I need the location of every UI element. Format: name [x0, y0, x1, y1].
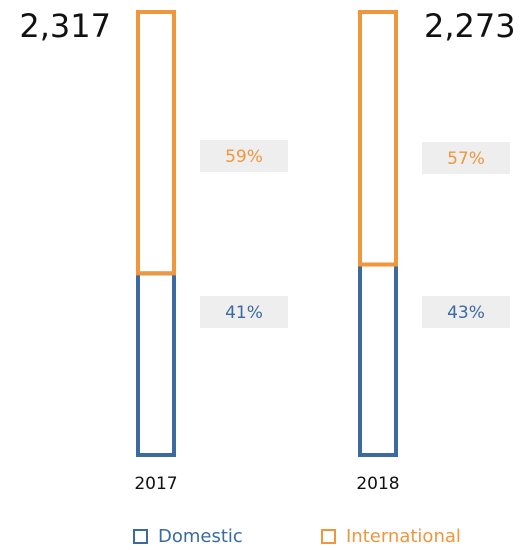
value-label: 41% [225, 303, 263, 323]
legend-swatch [321, 529, 336, 544]
label-box [422, 296, 510, 328]
label-box [200, 140, 288, 172]
bar-segment [358, 10, 398, 267]
x-tick-label: 2017 [134, 474, 177, 494]
value-label: 43% [447, 303, 485, 323]
bar-segment [136, 271, 176, 457]
bar-segment [358, 262, 398, 458]
x-tick-label: 2018 [356, 474, 399, 494]
value-label: 59% [225, 147, 263, 167]
label-box [200, 296, 288, 328]
legend-label: Domestic [158, 526, 243, 547]
total-label: 2,317 [19, 7, 111, 45]
label-box [422, 142, 510, 174]
legend-swatch [133, 529, 148, 544]
value-label: 57% [447, 149, 485, 169]
legend-label: International [346, 526, 461, 547]
total-label: 2,273 [424, 7, 516, 45]
bar-segment [136, 10, 176, 276]
